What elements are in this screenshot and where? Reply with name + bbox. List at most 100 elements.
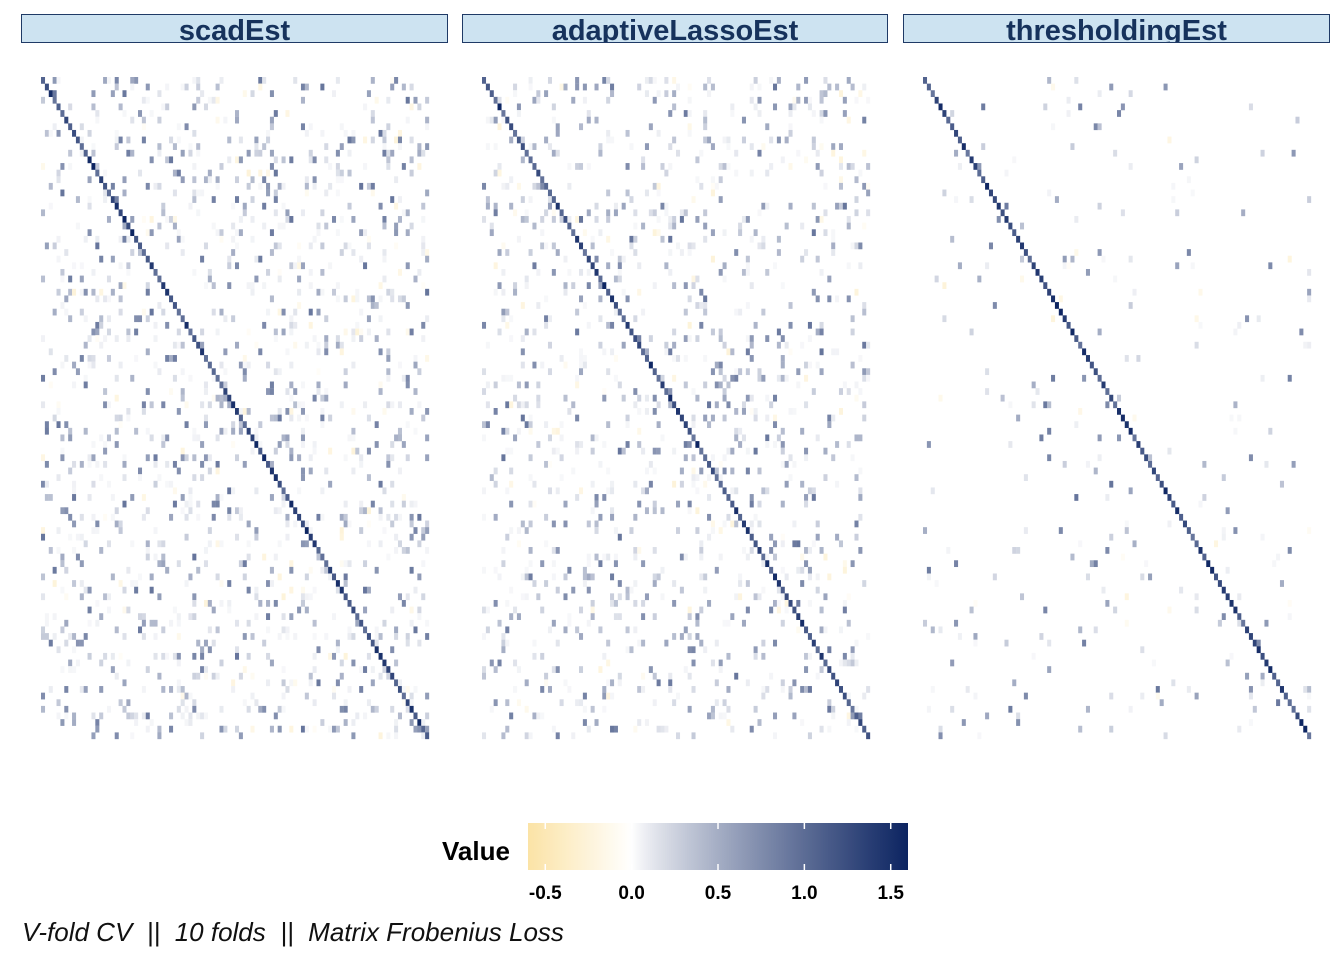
heatmap-cell — [726, 719, 731, 726]
heatmap-cell — [610, 249, 615, 256]
heatmap-cell — [366, 242, 371, 250]
heatmap-cell — [421, 560, 426, 568]
heatmap-cell — [516, 103, 521, 111]
heatmap-cell — [149, 110, 154, 117]
diagonal-cell — [1221, 586, 1226, 594]
heatmap-cell — [1264, 460, 1269, 468]
diagonal-cell — [516, 136, 521, 144]
heatmap-cell — [269, 494, 274, 501]
heatmap-cell — [114, 441, 119, 448]
heatmap-cell — [122, 586, 127, 594]
heatmap-cell — [505, 725, 510, 733]
heatmap-cell — [219, 494, 224, 501]
heatmap-cell — [489, 116, 494, 124]
heatmap-cell — [610, 136, 615, 144]
heatmap-cell — [695, 474, 700, 481]
heatmap-cell — [683, 626, 688, 634]
heatmap-cell — [114, 143, 119, 150]
diagonal-cell — [83, 149, 88, 157]
heatmap-cell — [153, 480, 158, 488]
heatmap-cell — [676, 732, 681, 740]
heatmap-cell — [1085, 705, 1090, 713]
heatmap-cell — [811, 487, 816, 495]
heatmap-cell — [563, 593, 568, 601]
diagonal-cell — [72, 129, 77, 137]
heatmap-cell — [1276, 553, 1281, 561]
heatmap-cell — [788, 348, 793, 356]
heatmap-cell — [792, 540, 797, 548]
heatmap-cell — [575, 447, 580, 455]
heatmap-cell — [858, 169, 863, 177]
heatmap-cell — [524, 732, 529, 740]
heatmap-cell — [409, 136, 414, 144]
heatmap-cell — [277, 308, 282, 316]
heatmap-cell — [165, 83, 170, 91]
heatmap-cell — [363, 666, 368, 673]
heatmap-cell — [165, 103, 170, 111]
heatmap-cell — [1054, 196, 1059, 203]
heatmap-cell — [192, 599, 197, 607]
heatmap-cell — [664, 639, 669, 647]
diagonal-cell — [815, 646, 820, 654]
diagonal-cell — [1070, 328, 1075, 336]
heatmap-cell — [386, 355, 391, 362]
diagonal-cell — [1004, 216, 1009, 223]
heatmap-cell — [52, 308, 57, 316]
heatmap-cell — [246, 520, 251, 528]
heatmap-cell — [676, 500, 681, 508]
diagonal-cell — [277, 480, 282, 488]
diagonal-cell — [559, 209, 564, 217]
heatmap-cell — [87, 586, 92, 594]
heatmap-cell — [1093, 560, 1098, 568]
heatmap-cell — [188, 692, 193, 700]
heatmap-cell — [41, 527, 46, 534]
heatmap-cell — [765, 123, 770, 131]
heatmap-cell — [1241, 209, 1246, 217]
heatmap-cell — [827, 83, 832, 91]
heatmap-cell — [544, 315, 549, 323]
heatmap-cell — [91, 90, 96, 98]
heatmap-cell — [316, 679, 321, 687]
heatmap-cell — [862, 692, 867, 700]
heatmap-cell — [68, 513, 73, 521]
heatmap-cell — [579, 216, 584, 223]
heatmap-cell — [866, 686, 871, 693]
heatmap-cell — [644, 394, 649, 402]
heatmap-cell — [602, 705, 607, 713]
heatmap-cell — [734, 249, 739, 256]
heatmap-cell — [610, 513, 615, 521]
heatmap-cell — [126, 136, 131, 144]
heatmap-cell — [776, 235, 781, 243]
heatmap-cell — [180, 368, 185, 376]
heatmap-cell — [520, 348, 525, 356]
heatmap-cell — [378, 295, 383, 303]
heatmap-cell — [718, 368, 723, 376]
heatmap-cell — [394, 242, 399, 250]
heatmap-cell — [579, 441, 584, 448]
heatmap-cell — [749, 494, 754, 501]
heatmap-cell — [753, 513, 758, 521]
heatmap-cell — [633, 222, 638, 230]
heatmap-cell — [64, 705, 69, 713]
heatmap-cell — [52, 414, 57, 422]
heatmap-cell — [598, 666, 603, 673]
heatmap-cell — [850, 560, 855, 568]
heatmap-cell — [141, 116, 146, 124]
diagonal-cell — [386, 666, 391, 673]
heatmap-cell — [394, 732, 399, 740]
heatmap-cell — [48, 547, 53, 554]
heatmap-cell — [215, 573, 220, 581]
diagonal-cell — [1179, 513, 1184, 521]
heatmap-cell — [405, 328, 410, 336]
heatmap-cell — [41, 705, 46, 713]
heatmap-cell — [594, 500, 599, 508]
heatmap-cell — [827, 705, 832, 713]
heatmap-cell — [1260, 672, 1265, 680]
heatmap-cell — [1105, 494, 1110, 501]
heatmap-cell — [842, 560, 847, 568]
heatmap-cell — [203, 454, 208, 462]
heatmap-cell — [339, 672, 344, 680]
heatmap-cell — [180, 149, 185, 157]
heatmap-cell — [757, 368, 762, 376]
heatmap-cell — [547, 196, 552, 203]
